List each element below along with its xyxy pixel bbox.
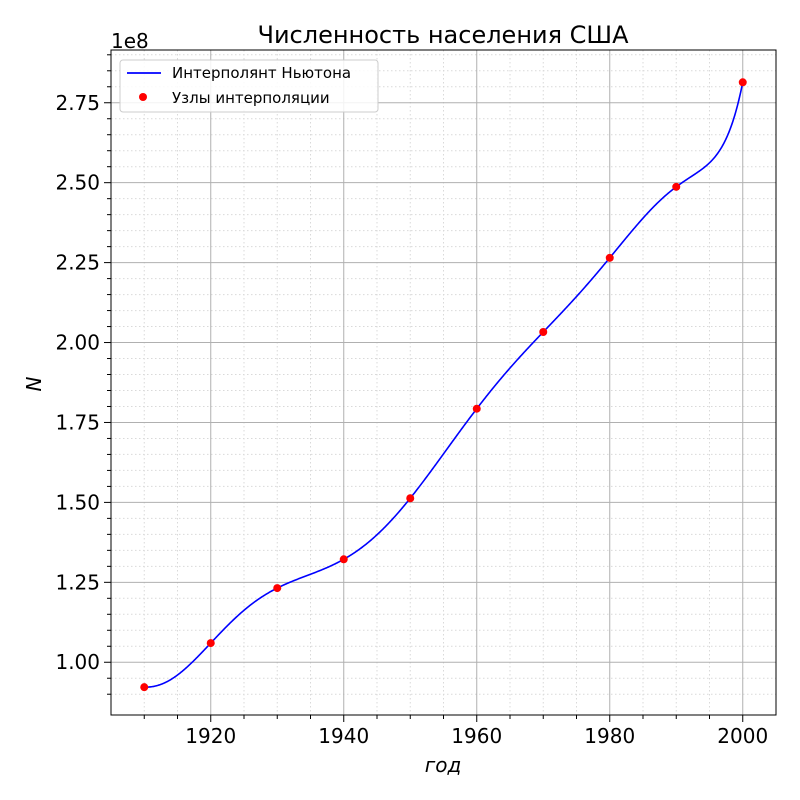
y-tick-label: 1.50 <box>55 490 100 514</box>
interpolation-node-point <box>605 253 614 262</box>
x-axis: 1920 1940 1960 1980 2000 <box>143 715 768 748</box>
y-tick-label: 1.00 <box>55 650 100 674</box>
interpolation-node-point <box>339 555 348 564</box>
series-layer <box>140 78 747 692</box>
interpolation-node-point <box>273 584 282 593</box>
x-tick-label: 1980 <box>584 724 635 748</box>
x-axis-label: год <box>425 753 462 777</box>
y-tick-label: 1.25 <box>55 570 100 594</box>
interpolation-node-point <box>672 182 681 191</box>
x-tick-label: 2000 <box>717 724 768 748</box>
y-tick-label: 2.25 <box>55 251 100 275</box>
y-axis-offset-label: 1e8 <box>111 29 149 53</box>
interpolation-node-point <box>140 683 149 692</box>
legend-label-interpolant: Интерполянт Ньютона <box>172 64 351 82</box>
interpolant-line <box>144 82 744 688</box>
major-grid <box>111 50 776 715</box>
interpolation-node-point <box>206 639 215 648</box>
x-tick-label: 1940 <box>318 724 369 748</box>
y-axis-label: N <box>22 376 46 391</box>
chart-title: Численность населения США <box>257 21 629 49</box>
x-tick-label: 1960 <box>451 724 502 748</box>
y-axis: 1.00 1.25 1.50 1.75 2.00 2.25 2.50 2.75 <box>55 54 111 695</box>
x-tick-label: 1920 <box>185 724 236 748</box>
interpolation-node-point <box>406 494 415 503</box>
legend-box <box>119 59 379 113</box>
y-tick-label: 2.50 <box>55 171 100 195</box>
interpolation-node-point <box>539 327 548 336</box>
interpolation-node-point <box>472 404 481 413</box>
interpolation-node-point <box>738 78 747 87</box>
legend-label-nodes: Узлы интерполяции <box>172 89 330 107</box>
y-tick-label: 2.00 <box>55 331 100 355</box>
legend-marker-swatch <box>139 93 147 101</box>
minor-grid <box>111 50 776 715</box>
legend: Интерполянт Ньютона Узлы интерполяции <box>119 59 379 113</box>
y-tick-label: 2.75 <box>55 91 100 115</box>
y-tick-label: 1.75 <box>55 410 100 434</box>
